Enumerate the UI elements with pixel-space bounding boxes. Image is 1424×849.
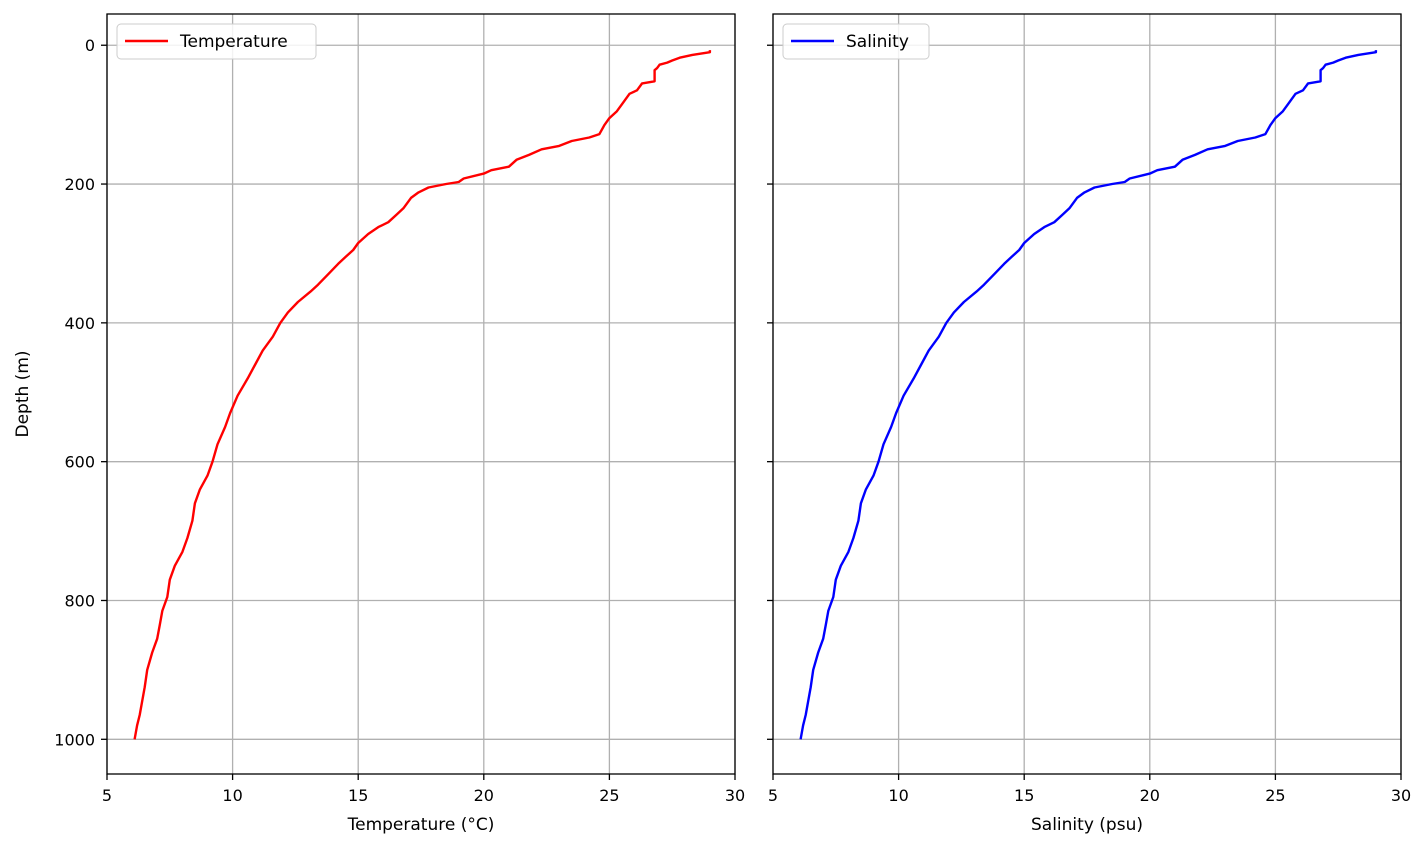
temperature-y-tick-label: 0 bbox=[85, 36, 95, 55]
salinity-x-tick-label: 15 bbox=[1014, 786, 1034, 805]
temperature-series-line bbox=[133, 50, 712, 740]
salinity-axes-frame bbox=[772, 13, 1402, 775]
salinity-x-tick-label: 25 bbox=[1265, 786, 1285, 805]
salinity-legend-box bbox=[782, 23, 930, 60]
temperature-x-tick-label: 10 bbox=[222, 786, 242, 805]
temperature-x-tick-label: 15 bbox=[348, 786, 368, 805]
temperature-y-tick-label: 800 bbox=[64, 591, 95, 610]
temperature-y-tick-label: 200 bbox=[64, 175, 95, 194]
salinity-x-tick-label: 5 bbox=[768, 786, 778, 805]
temperature-legend: Temperature bbox=[116, 23, 317, 60]
temperature-legend-box bbox=[116, 23, 317, 60]
salinity-x-axis-label: Salinity (psu) bbox=[1031, 815, 1143, 835]
temperature-y-axis-label: Depth (m) bbox=[13, 350, 33, 437]
temperature-x-tick-label: 5 bbox=[102, 786, 112, 805]
salinity-series-line bbox=[799, 50, 1378, 740]
salinity-legend-label: Salinity bbox=[846, 32, 909, 52]
salinity-x-tick-label: 30 bbox=[1391, 786, 1411, 805]
temperature-y-tick-label: 1000 bbox=[54, 730, 95, 749]
temperature-panel: 5 10 15 20 25 30 0 200 400 600 800 1000 Temperature … bbox=[13, 13, 745, 835]
temperature-x-tick-label: 20 bbox=[474, 786, 494, 805]
temperature-axes-frame bbox=[106, 13, 736, 775]
salinity-x-tick-label: 10 bbox=[888, 786, 908, 805]
temperature-x-tick-label: 25 bbox=[599, 786, 619, 805]
temperature-y-tick-label: 600 bbox=[64, 453, 95, 472]
temperature-x-axis-label: Temperature (°C) bbox=[347, 815, 495, 835]
temperature-x-tick-label: 30 bbox=[725, 786, 745, 805]
temperature-y-tick-label: 400 bbox=[64, 314, 95, 333]
salinity-legend: Salinity bbox=[782, 23, 930, 60]
salinity-panel: 5 10 15 20 25 30 Salinity (psu) Salinity bbox=[767, 13, 1411, 835]
temperature-legend-label: Temperature bbox=[179, 32, 288, 52]
salinity-x-tick-label: 20 bbox=[1140, 786, 1160, 805]
